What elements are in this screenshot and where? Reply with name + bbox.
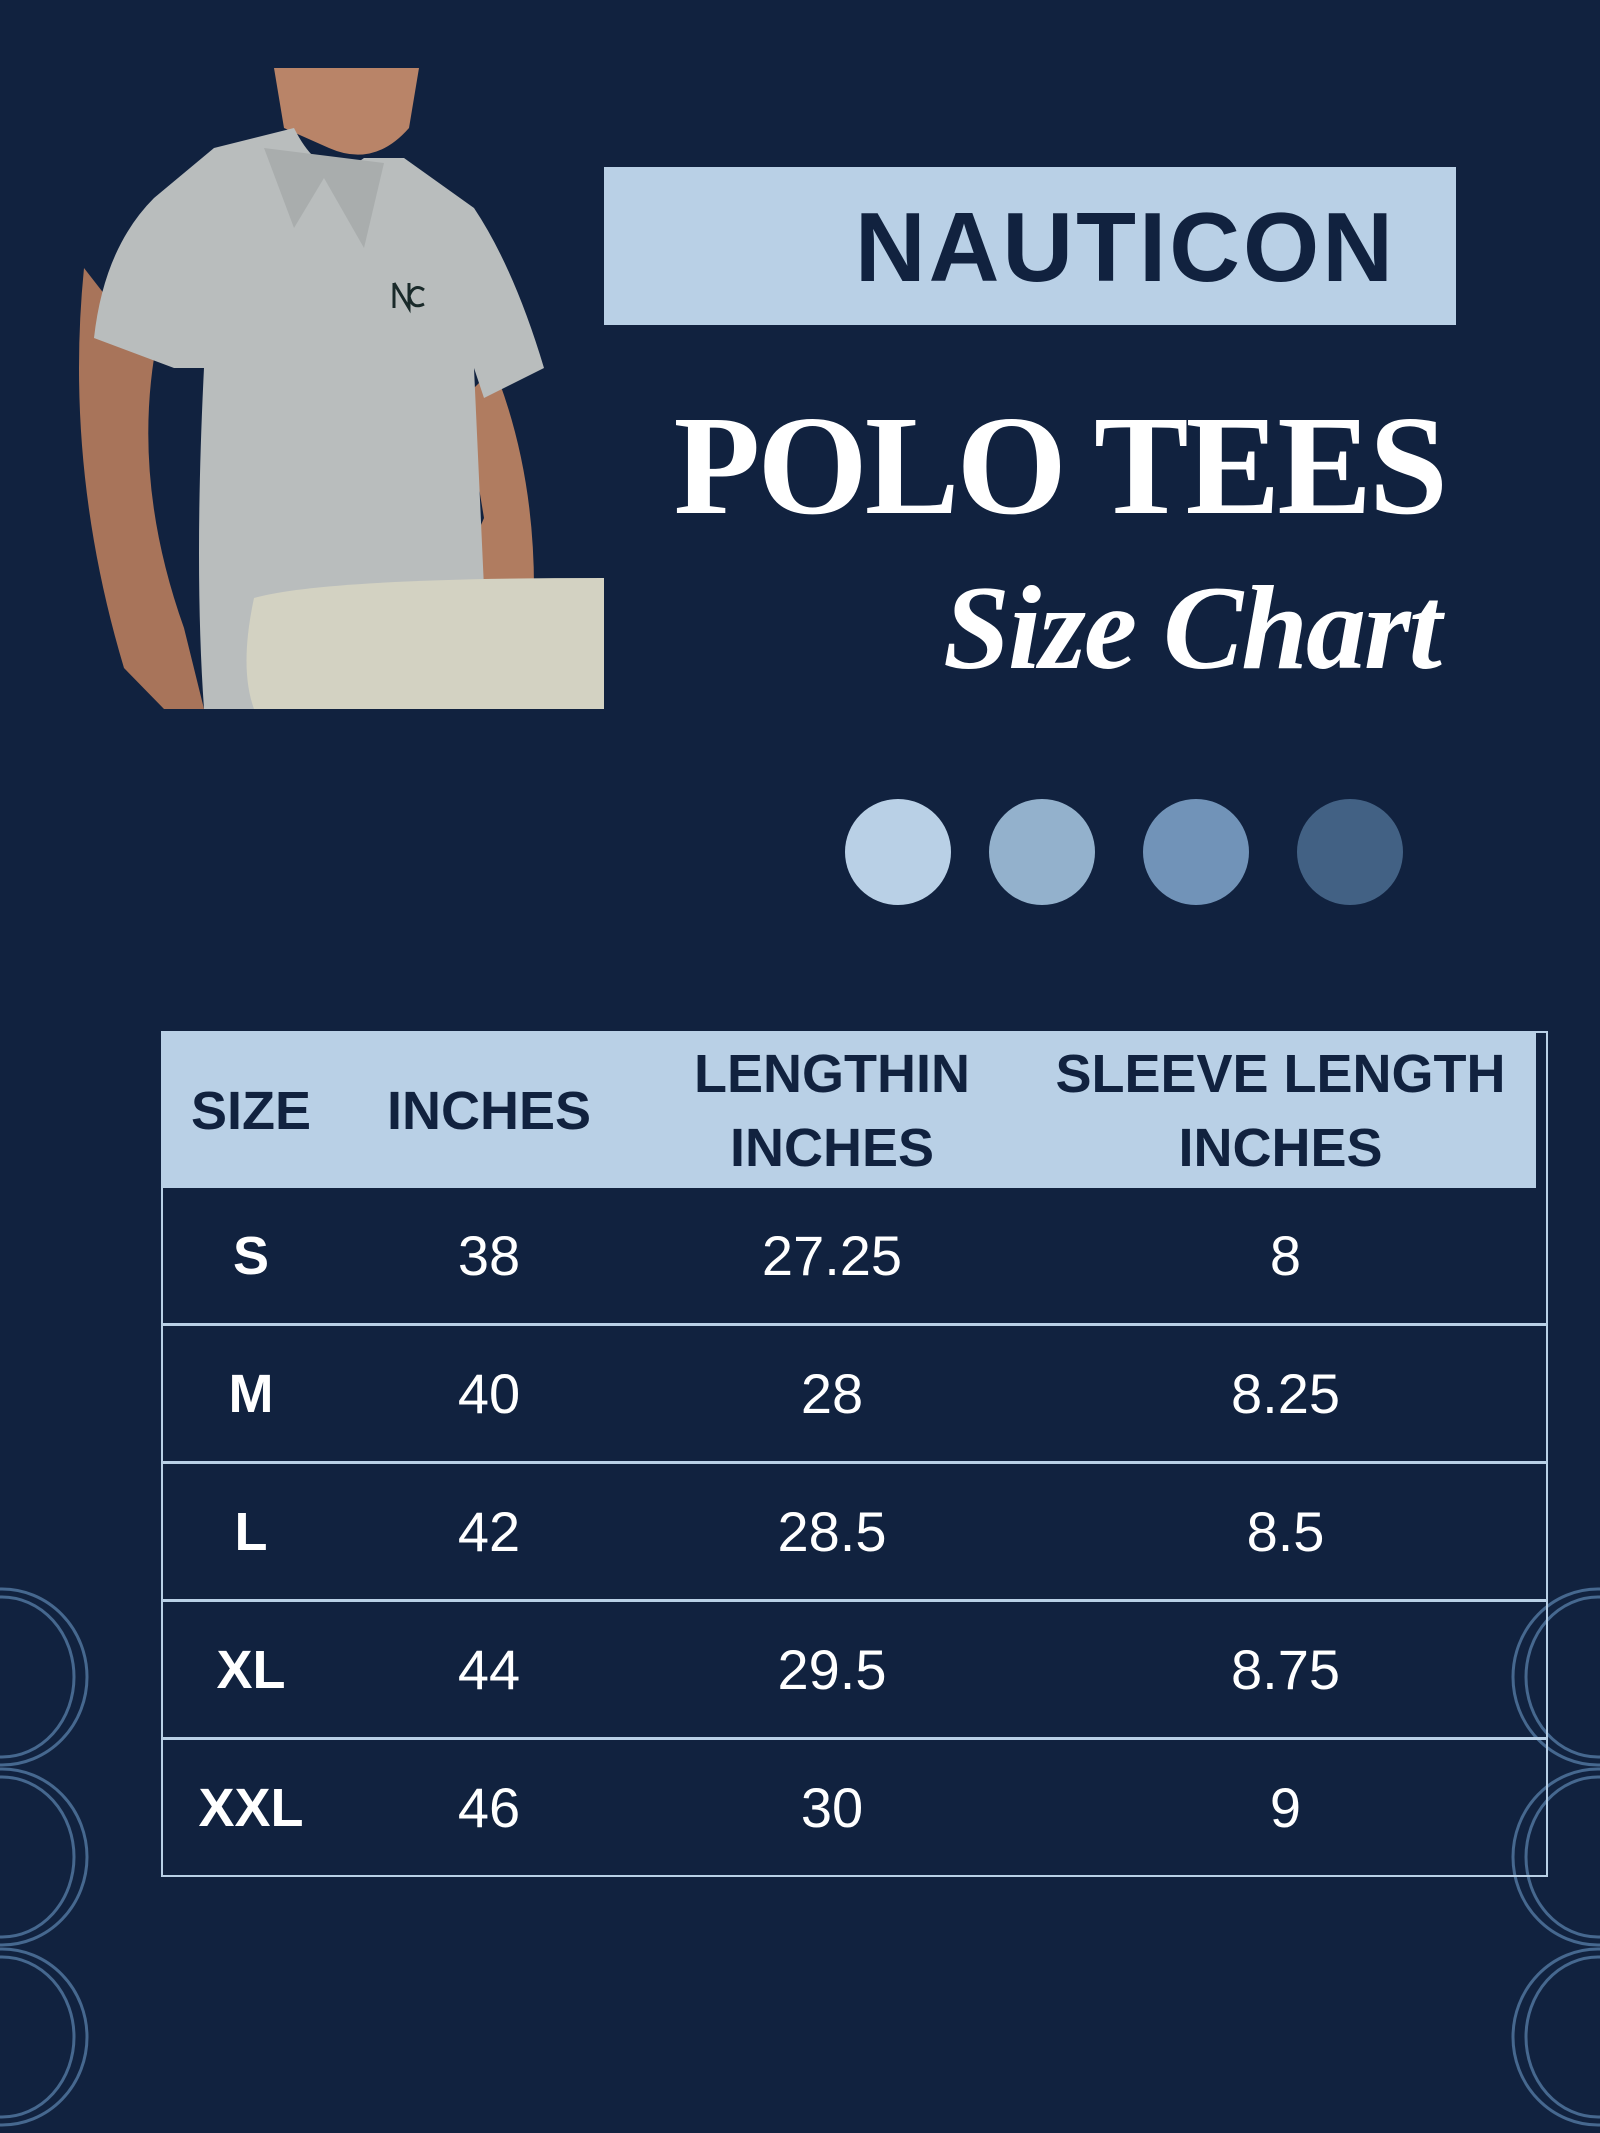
size-chart-table: SIZE INCHES LENGTHIN INCHES SLEEVE LENGT… [161,1031,1548,1877]
cell-size: XL [216,1639,286,1700]
cell-sleeve: 9 [1269,1776,1302,1839]
ring-decoration [1511,1767,1600,1947]
ring-decoration [0,1767,89,1947]
page-subtitle: Size Chart [943,561,1442,694]
color-swatch-4 [1297,799,1403,905]
table-row: M 40 28 8.25 [163,1323,1546,1461]
cell-size: S [232,1225,270,1286]
color-swatch-3 [1143,799,1249,905]
table-row: L 42 28.5 8.5 [163,1461,1546,1599]
table-row: S 38 27.25 8 [163,1188,1546,1323]
cell-length: 29.5 [777,1638,887,1701]
ring-decoration [1524,1595,1600,1759]
ring-decoration [1524,1955,1600,2119]
cell-chest: 46 [457,1776,521,1839]
ring-decoration [1511,1947,1600,2127]
table-row: XL 44 29.5 8.75 [163,1599,1546,1737]
header-sleeve-length: SLEEVE LENGTH INCHES [1055,1043,1506,1178]
table-body: S 38 27.25 8 M 40 28 8.25 L 42 28.5 8.5 XL 44 29.5 8.75… [163,1188,1546,1875]
cell-chest: 38 [457,1224,521,1287]
cell-length: 30 [800,1776,864,1839]
ring-decorations [0,1587,1600,2127]
cell-size: XXL [198,1777,304,1838]
table-row: XXL 46 30 9 [163,1737,1546,1875]
cell-chest: 44 [457,1638,521,1701]
brand-name: NAUTICON [854,192,1396,302]
cell-sleeve: 8.5 [1246,1500,1325,1563]
header-size: SIZE [190,1080,312,1141]
cell-size: L [234,1501,268,1562]
ring-decoration [0,1595,76,1759]
cell-length: 28 [800,1362,864,1425]
color-swatch-2 [989,799,1095,905]
cell-size: M [228,1363,274,1424]
cell-sleeve: 8 [1269,1224,1302,1287]
page-title: POLO TEES [673,386,1448,544]
color-swatch-1 [845,799,951,905]
ring-decoration [1524,1775,1600,1939]
ring-decoration [0,1587,89,1767]
ring-decoration [0,1947,89,2127]
shirt-logo [392,282,425,314]
cell-length: 28.5 [777,1500,887,1563]
cell-sleeve: 8.75 [1231,1638,1340,1701]
ring-decoration [0,1775,76,1939]
cell-chest: 42 [457,1500,521,1563]
cell-chest: 40 [457,1362,521,1425]
cell-length: 27.25 [761,1224,903,1287]
header-inches: INCHES [386,1080,592,1141]
product-photo [64,68,604,709]
header-length: LENGTHIN INCHES [694,1043,970,1178]
ring-decoration [0,1955,76,2119]
table-header: SIZE INCHES LENGTHIN INCHES SLEEVE LENGT… [163,1033,1536,1188]
ring-decoration [1511,1587,1600,1767]
cell-sleeve: 8.25 [1231,1362,1340,1425]
